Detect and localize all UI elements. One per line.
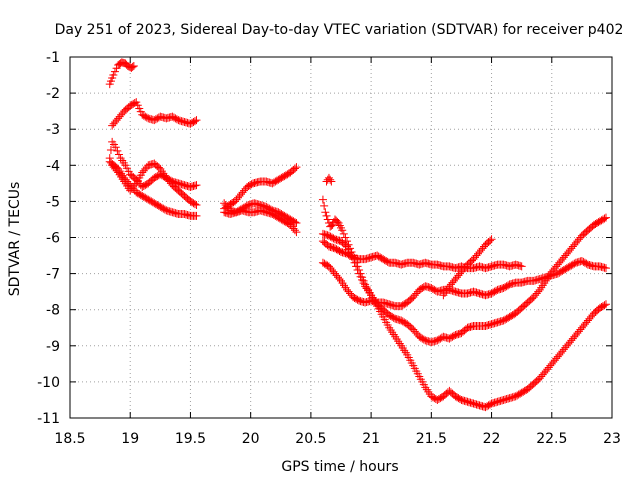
- data-point: [487, 235, 496, 244]
- data-point: [292, 228, 301, 237]
- data-point: [190, 200, 199, 209]
- data-point: [192, 201, 201, 210]
- data-point: [323, 215, 332, 224]
- data-point: [517, 262, 526, 271]
- y-tick-label: -2: [46, 86, 60, 102]
- data-point: [534, 287, 543, 296]
- x-tick-labels: 18.5 19 19.5 20 20.5 21 21.5 22 22.5 23: [54, 431, 621, 447]
- series-arc-11: [318, 256, 610, 311]
- series-arc-2: [108, 98, 201, 130]
- axis-ticks: [69, 56, 613, 419]
- data-point: [290, 218, 299, 227]
- data-point: [353, 265, 362, 274]
- x-tick-label: 22.5: [536, 431, 567, 447]
- data-point: [114, 150, 123, 159]
- data-point: [192, 181, 201, 190]
- data-point: [601, 264, 610, 273]
- x-tick-label: 18.5: [54, 431, 85, 447]
- data-point: [601, 213, 610, 222]
- series-arc-5: [105, 157, 201, 220]
- data-point: [192, 211, 201, 220]
- y-tick-labels: -1 -2 -3 -4 -5 -6 -7 -8 -9 -10 -11: [37, 50, 60, 427]
- x-axis-label: GPS time / hours: [281, 459, 398, 475]
- series-arc-8: [220, 206, 301, 237]
- data-point: [318, 195, 327, 204]
- y-tick-label: -7: [46, 267, 60, 283]
- data-point: [335, 275, 344, 284]
- data-point: [292, 219, 301, 228]
- x-tick-label: 23: [603, 431, 621, 447]
- data-point: [290, 164, 299, 173]
- series-arc-13: [439, 235, 496, 300]
- data-point: [113, 146, 122, 155]
- x-tick-label: 21.5: [416, 431, 447, 447]
- data-point: [109, 71, 118, 80]
- data-point: [327, 177, 336, 186]
- data-point: [326, 175, 335, 184]
- y-tick-label: -5: [46, 194, 60, 210]
- series-arc-14: [322, 173, 336, 186]
- y-tick-label: -11: [37, 411, 60, 427]
- data-point: [341, 241, 350, 250]
- data-point: [128, 62, 137, 71]
- data-point: [322, 211, 331, 220]
- data-point: [190, 117, 199, 126]
- data-point: [129, 62, 138, 71]
- data-point: [600, 301, 609, 310]
- grid-lines: [70, 57, 612, 418]
- y-tick-label: -10: [37, 375, 60, 391]
- series-arc-12: [318, 237, 526, 273]
- series-arc-1: [105, 58, 138, 89]
- y-tick-label: -8: [46, 303, 60, 319]
- data-series: [105, 58, 610, 412]
- data-point: [352, 262, 361, 271]
- x-tick-label: 20.5: [295, 431, 326, 447]
- series-arc-6: [220, 163, 301, 213]
- data-point: [112, 64, 121, 73]
- data-point: [339, 229, 348, 238]
- data-point: [290, 226, 299, 235]
- x-tick-label: 20: [242, 431, 260, 447]
- data-point: [486, 236, 495, 245]
- data-point: [320, 201, 329, 210]
- data-point: [111, 143, 120, 152]
- data-point: [600, 214, 609, 223]
- y-tick-label: -9: [46, 339, 60, 355]
- y-tick-label: -4: [46, 158, 60, 174]
- x-tick-label: 22: [483, 431, 501, 447]
- data-point: [292, 163, 301, 172]
- data-point: [192, 116, 201, 125]
- plot-frame: [69, 56, 613, 419]
- data-point: [341, 233, 350, 242]
- data-point: [321, 208, 330, 217]
- x-tick-label: 19.5: [175, 431, 206, 447]
- series-arc-10: [318, 213, 610, 347]
- y-tick-label: -1: [46, 50, 60, 66]
- data-point: [106, 145, 115, 154]
- y-tick-label: -6: [46, 231, 60, 247]
- data-point: [110, 67, 119, 76]
- y-tick-label: -3: [46, 122, 60, 138]
- data-point: [338, 226, 347, 235]
- y-axis-label: SDTVAR / TECUs: [7, 182, 23, 297]
- series-arc-9: [318, 195, 610, 412]
- data-point: [601, 300, 610, 309]
- x-tick-label: 19: [121, 431, 139, 447]
- x-tick-label: 21: [362, 431, 380, 447]
- chart-title: Day 251 of 2023, Sidereal Day-to-day VTE…: [55, 22, 624, 38]
